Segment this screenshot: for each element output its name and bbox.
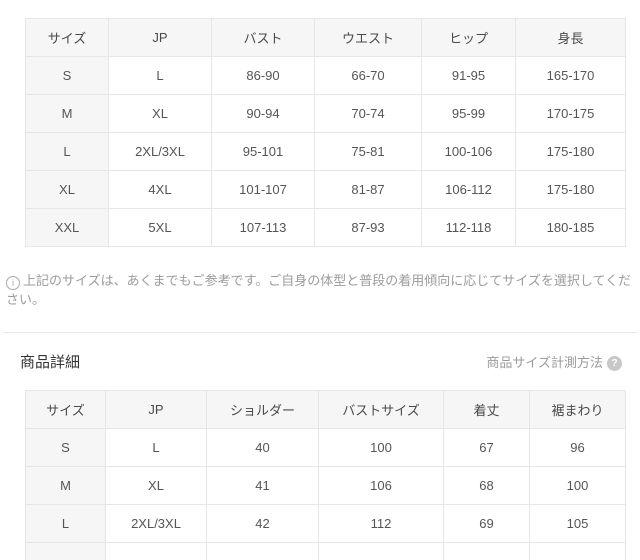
table-row: M XL 41 106 68 100 xyxy=(25,466,626,505)
column-header: ヒップ xyxy=(421,18,516,57)
table-cell: L xyxy=(108,56,212,95)
table-cell xyxy=(443,542,530,560)
size-note-text: 上記のサイズは、あくまでもご参考です。ご自身の体型と普段の着用傾向に応じてサイズ… xyxy=(6,273,632,307)
table-row: S L 40 100 67 96 xyxy=(25,428,626,467)
column-header: サイズ xyxy=(25,18,109,57)
table-cell: S xyxy=(25,428,106,467)
body-size-chart-table: サイズ JP バスト ウエスト ヒップ 身長 S L 86-90 66-70 91-95 165-1… xyxy=(25,18,626,247)
table-cell: 180-185 xyxy=(515,208,626,247)
table-row: XL 4XL 101-107 81-87 106-112 175-180 xyxy=(25,170,626,209)
table-cell xyxy=(25,542,106,560)
table-cell: 165-170 xyxy=(515,56,626,95)
table-row: L 2XL/3XL 42 112 69 105 xyxy=(25,504,626,543)
table-cell xyxy=(529,542,626,560)
column-header: ウエスト xyxy=(314,18,422,57)
column-header: バスト xyxy=(211,18,315,57)
table-cell: 112-118 xyxy=(421,208,516,247)
table-cell xyxy=(105,542,207,560)
product-detail-header: 商品詳細 商品サイズ計測方法 ? xyxy=(20,352,622,374)
column-header: 身長 xyxy=(515,18,626,57)
info-icon: i xyxy=(6,276,20,290)
table-cell: M xyxy=(25,466,106,505)
table-cell: 42 xyxy=(206,504,319,543)
table-cell: 90-94 xyxy=(211,94,315,133)
table-row: L 2XL/3XL 95-101 75-81 100-106 175-180 xyxy=(25,132,626,171)
table-row-partial xyxy=(25,542,626,560)
table-cell: S xyxy=(25,56,109,95)
table-cell: 175-180 xyxy=(515,132,626,171)
column-header: JP xyxy=(108,18,212,57)
section-title: 商品詳細 xyxy=(20,354,81,371)
measure-method-link[interactable]: 商品サイズ計測方法 ? xyxy=(486,352,622,374)
header-row: サイズ JP バスト ウエスト ヒップ 身長 xyxy=(25,18,626,57)
table-cell: 105 xyxy=(529,504,626,543)
table-cell: 75-81 xyxy=(314,132,422,171)
table-cell: 81-87 xyxy=(314,170,422,209)
table-cell: 95-101 xyxy=(211,132,315,171)
table-cell: XXL xyxy=(25,208,109,247)
table-cell: 2XL/3XL xyxy=(108,132,212,171)
column-header: 着丈 xyxy=(443,390,530,429)
table-cell: 69 xyxy=(443,504,530,543)
table-cell: 175-180 xyxy=(515,170,626,209)
table-cell: M xyxy=(25,94,109,133)
table-cell: 68 xyxy=(443,466,530,505)
table-row: S L 86-90 66-70 91-95 165-170 xyxy=(25,56,626,95)
table-cell: XL xyxy=(108,94,212,133)
size-note: i 上記のサイズは、あくまでもご参考です。ご自身の体型と普段の着用傾向に応じてサイ… xyxy=(6,271,632,309)
help-icon[interactable]: ? xyxy=(607,355,622,371)
table-cell: L xyxy=(105,428,207,467)
table-cell: 70-74 xyxy=(314,94,422,133)
table-cell: 170-175 xyxy=(515,94,626,133)
table-cell: 66-70 xyxy=(314,56,422,95)
table-cell: L xyxy=(25,504,106,543)
table-cell: 4XL xyxy=(108,170,212,209)
column-header: バストサイズ xyxy=(318,390,444,429)
column-header: ショルダー xyxy=(206,390,319,429)
table-cell: 107-113 xyxy=(211,208,315,247)
table-cell xyxy=(318,542,444,560)
table-cell: L xyxy=(25,132,109,171)
table-cell: 100-106 xyxy=(421,132,516,171)
header-row: サイズ JP ショルダー バストサイズ 着丈 裾まわり xyxy=(25,390,626,429)
table-cell: 67 xyxy=(443,428,530,467)
table-cell: 106 xyxy=(318,466,444,505)
table-cell: 106-112 xyxy=(421,170,516,209)
table-cell: 95-99 xyxy=(421,94,516,133)
table-row: XXL 5XL 107-113 87-93 112-118 180-185 xyxy=(25,208,626,247)
column-header: 裾まわり xyxy=(529,390,626,429)
column-header: JP xyxy=(105,390,207,429)
table-cell: 41 xyxy=(206,466,319,505)
column-header: サイズ xyxy=(25,390,106,429)
table-cell: XL xyxy=(25,170,109,209)
table-cell: 101-107 xyxy=(211,170,315,209)
table-cell: 5XL xyxy=(108,208,212,247)
table-cell: 87-93 xyxy=(314,208,422,247)
table-cell: 91-95 xyxy=(421,56,516,95)
measure-method-label: 商品サイズ計測方法 xyxy=(486,355,603,370)
table-cell: 96 xyxy=(529,428,626,467)
table-cell: 100 xyxy=(318,428,444,467)
table-cell: XL xyxy=(105,466,207,505)
table-cell: 2XL/3XL xyxy=(105,504,207,543)
section-divider xyxy=(4,332,638,333)
product-detail-table: サイズ JP ショルダー バストサイズ 着丈 裾まわり S L 40 100 67 96 M XL 41 1… xyxy=(25,390,626,560)
table-cell: 112 xyxy=(318,504,444,543)
table-cell: 86-90 xyxy=(211,56,315,95)
table-cell: 40 xyxy=(206,428,319,467)
table-cell xyxy=(206,542,319,560)
table-cell: 100 xyxy=(529,466,626,505)
table-row: M XL 90-94 70-74 95-99 170-175 xyxy=(25,94,626,133)
